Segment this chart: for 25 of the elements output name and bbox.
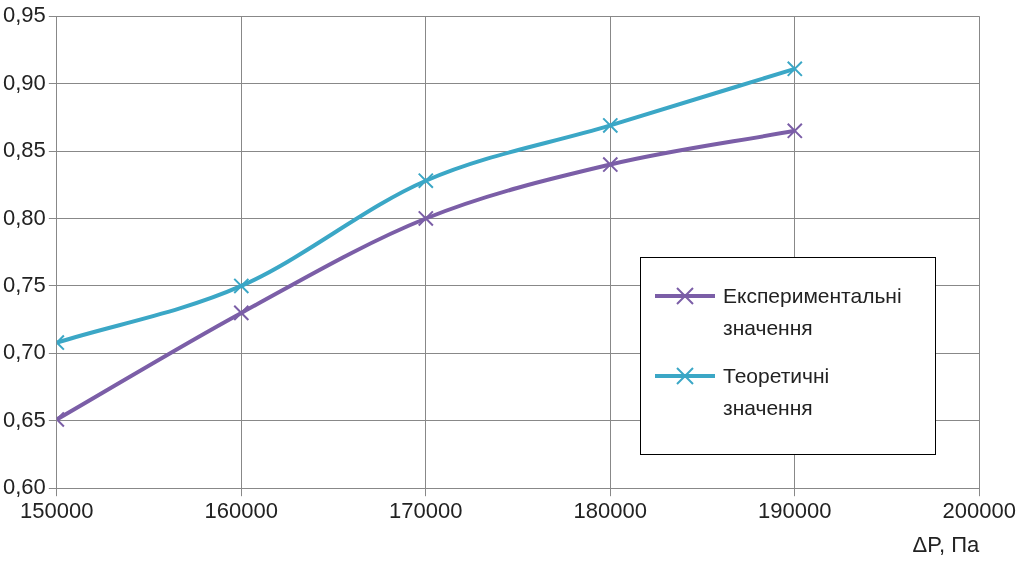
- y-tick-label: 0,80: [2, 204, 46, 230]
- y-tick-label: 0,90: [2, 69, 46, 95]
- point: [602, 156, 619, 173]
- legend-label: Теоретичні значення: [723, 363, 831, 421]
- point: [233, 277, 250, 294]
- point: [417, 172, 434, 189]
- x-tick-label: 170000: [389, 498, 463, 524]
- y-tick-label: 0,65: [2, 406, 46, 432]
- y-tick-label: 0,75: [2, 271, 46, 297]
- x-axis-title: ΔP, Па: [912, 531, 981, 557]
- x-tick-label: 150000: [20, 498, 94, 524]
- point: [786, 60, 803, 77]
- point: [233, 304, 250, 321]
- point: [786, 122, 803, 139]
- y-tick-label: 0,85: [2, 137, 46, 163]
- y-tick-label: 0,70: [2, 339, 46, 365]
- point: [602, 117, 619, 134]
- y-tick-label: 0,60: [2, 474, 46, 500]
- x-tick-label: 200000: [942, 498, 1016, 524]
- x-tick-label: 180000: [573, 498, 648, 524]
- x-tick-label: 190000: [758, 498, 832, 524]
- y-tick-label: 0,95: [2, 2, 46, 28]
- point: [417, 210, 434, 227]
- legend-label: Експериментальні значення: [723, 283, 903, 341]
- x-tick-label: 160000: [204, 498, 279, 524]
